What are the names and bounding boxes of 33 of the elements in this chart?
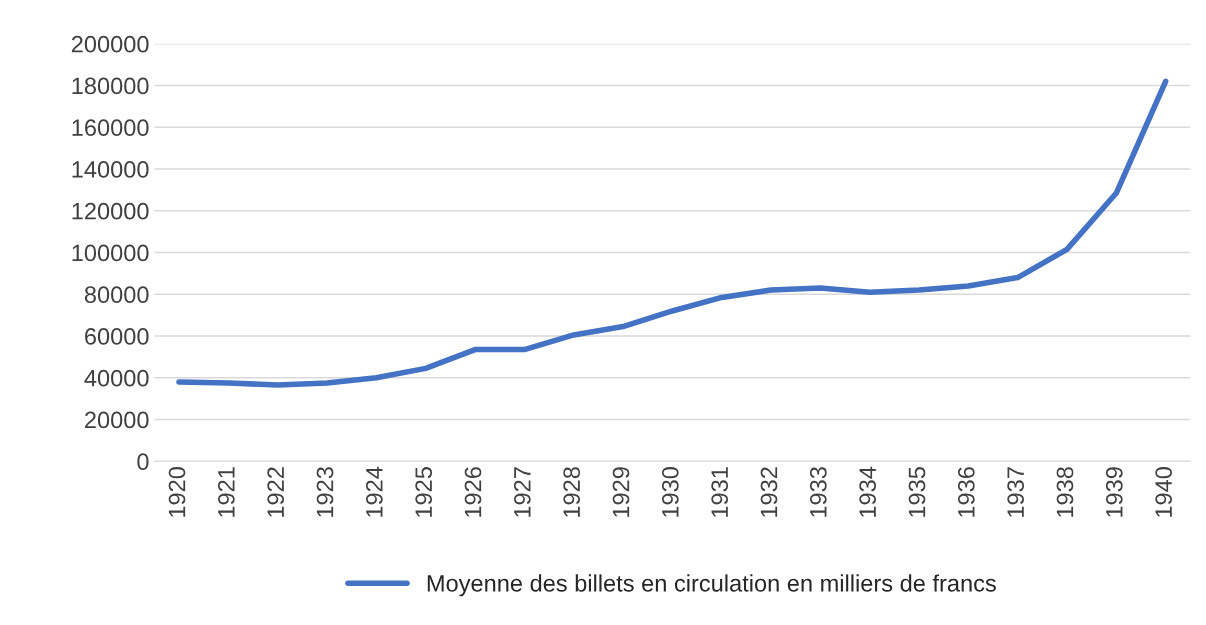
x-tick-label: 1936 xyxy=(957,467,975,517)
x-tick-label: 1940 xyxy=(1155,467,1172,517)
x-tick-label: 1928 xyxy=(563,467,581,517)
y-tick-label: 60000 xyxy=(85,328,149,345)
x-tick-label: 1924 xyxy=(365,466,383,517)
x-tick-label: 1927 xyxy=(513,467,531,517)
x-tick-label: 1923 xyxy=(316,467,334,517)
x-tick-label: 1930 xyxy=(661,467,679,517)
x-tick-label: 1925 xyxy=(415,467,433,517)
x-tick-label: 1931 xyxy=(711,467,729,517)
x-tick-label: 1932 xyxy=(760,467,778,517)
y-tick-label: 120000 xyxy=(72,202,149,220)
y-tick-label: 200000 xyxy=(71,35,149,53)
y-tick-label: 180000 xyxy=(72,77,149,95)
x-tick-label: 1921 xyxy=(217,467,235,517)
x-tick-label: 1935 xyxy=(908,467,926,517)
x-tick-label: 1929 xyxy=(612,467,630,517)
y-tick-label: 160000 xyxy=(72,119,149,137)
y-tick-label: 20000 xyxy=(85,411,149,429)
x-tick-label: 1920 xyxy=(168,467,186,517)
legend-label: Moyenne des billets en circulation en milliers de francs xyxy=(427,574,996,597)
y-tick-label: 0 xyxy=(137,453,149,471)
y-tick-label: 80000 xyxy=(84,286,149,304)
x-tick-label: 1937 xyxy=(1007,467,1024,517)
x-tick-label: 1939 xyxy=(1105,467,1123,517)
x-tick-label: 1922 xyxy=(267,467,285,517)
x-tick-label: 1926 xyxy=(464,467,482,517)
y-tick-label: 140000 xyxy=(72,161,149,178)
x-tick-label: 1938 xyxy=(1056,467,1074,517)
y-tick-label: 40000 xyxy=(84,369,149,387)
y-tick-label: 100000 xyxy=(72,244,149,262)
x-tick-label: 1933 xyxy=(809,467,827,517)
x-tick-label: 1934 xyxy=(859,466,877,517)
